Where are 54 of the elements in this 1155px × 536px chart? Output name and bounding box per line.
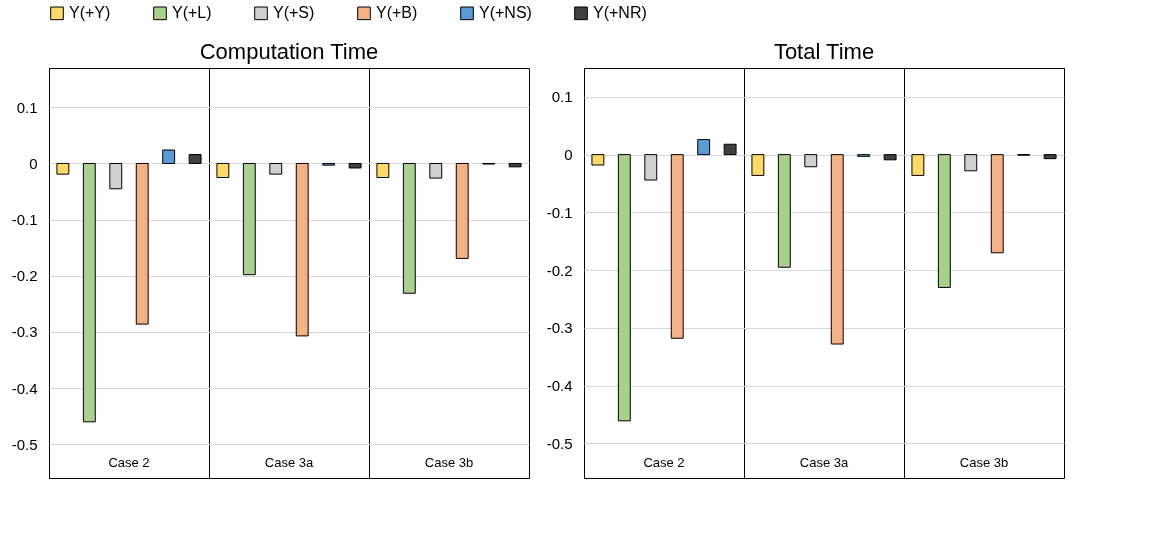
x-tick-label: Case 3b	[424, 454, 474, 470]
bar	[911, 154, 925, 176]
bar	[883, 154, 897, 161]
x-tick-label: Case 3a	[799, 454, 849, 470]
bar	[751, 154, 765, 176]
bar	[670, 154, 684, 339]
bar	[937, 154, 951, 288]
x-tick-label: Case 3b	[959, 454, 1009, 470]
legend-label: Y(+B)	[376, 4, 418, 22]
chart-title: Computation Time	[199, 39, 379, 64]
y-tick-label: -0.4	[546, 377, 573, 395]
x-tick-label: Case 2	[643, 454, 685, 470]
bar	[777, 154, 791, 268]
chart-title: Total Time	[773, 39, 875, 64]
y-tick-label: -0.1	[11, 211, 38, 229]
y-tick-label: 0.1	[551, 88, 573, 106]
bar	[455, 162, 469, 259]
bar	[697, 139, 711, 156]
legend-label: Y(+NR)	[593, 4, 647, 22]
bar	[56, 162, 70, 175]
bar	[82, 162, 96, 423]
legend-label: Y(+Y)	[69, 4, 111, 22]
bar	[188, 153, 202, 164]
bar	[376, 162, 390, 179]
y-tick-label: -0.2	[546, 261, 573, 279]
bar	[348, 162, 362, 169]
bar	[1043, 154, 1057, 160]
bar	[723, 143, 737, 156]
bar	[242, 162, 256, 276]
y-tick-label: 0.1	[16, 98, 38, 116]
legend-label: Y(+L)	[172, 4, 212, 22]
y-tick-label: -0.3	[11, 323, 38, 341]
y-tick-label: -0.2	[11, 267, 38, 285]
y-tick-label: -0.1	[546, 203, 573, 221]
y-tick-label: -0.5	[11, 435, 38, 453]
bar	[617, 154, 631, 422]
bar	[990, 154, 1004, 254]
x-tick-label: Case 2	[108, 454, 150, 470]
legend-label: Y(+S)	[273, 4, 315, 22]
bar	[830, 154, 844, 345]
y-tick-label: 0	[29, 154, 38, 172]
bar	[216, 162, 230, 179]
x-tick-label: Case 3a	[264, 454, 314, 470]
bar	[135, 162, 149, 325]
bar	[508, 162, 522, 168]
bar	[295, 162, 309, 337]
bar	[162, 149, 176, 164]
legend-label: Y(+NS)	[479, 4, 532, 22]
y-tick-label: -0.4	[11, 379, 38, 397]
y-tick-label: -0.5	[546, 434, 573, 452]
y-tick-label: 0	[564, 146, 573, 164]
bar	[402, 162, 416, 294]
y-tick-label: -0.3	[546, 319, 573, 337]
bar	[591, 154, 605, 166]
